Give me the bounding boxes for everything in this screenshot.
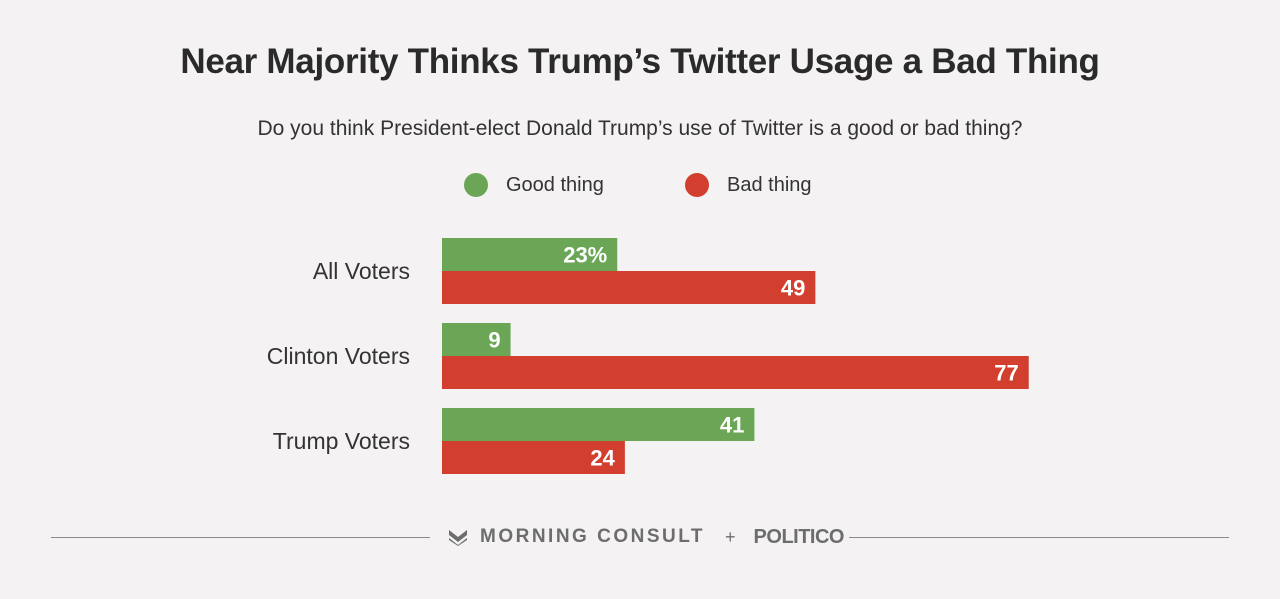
data-label: 49	[781, 276, 805, 301]
legend-label-good: Good thing	[506, 173, 604, 196]
politico-wordmark: POLITICO	[753, 525, 845, 548]
bar-good	[442, 238, 618, 271]
data-label: 41	[720, 413, 744, 438]
legend-swatch-bad	[685, 173, 709, 197]
legend: Good thing Bad thing	[0, 173, 1280, 201]
chart-subtitle: Do you think President-elect Donald Trum…	[257, 117, 1023, 140]
footer-divider-right	[849, 537, 1229, 538]
category-label: All Voters	[313, 258, 410, 284]
footer-plus: +	[725, 526, 736, 547]
bar-bad	[442, 356, 1029, 389]
legend-label-bad: Bad thing	[727, 173, 812, 196]
legend-swatch-good	[464, 173, 488, 197]
bar-bad	[442, 271, 816, 304]
bar-good	[442, 323, 511, 356]
legend-item-good: Good thing	[464, 173, 604, 197]
legend-item-bad: Bad thing	[685, 173, 812, 197]
bar-good	[442, 408, 755, 441]
category-label: Trump Voters	[273, 428, 410, 454]
data-label: 23%	[563, 243, 607, 268]
footer-brand: MORNING CONSULT + POLITICO	[448, 524, 845, 550]
footer-divider-left	[51, 537, 430, 538]
chart-title: Near Majority Thinks Trump’s Twitter Usa…	[180, 42, 1100, 81]
morning-consult-wordmark: MORNING CONSULT	[480, 526, 706, 547]
morning-consult-logo-icon	[449, 530, 467, 546]
data-label: 24	[590, 446, 615, 471]
category-label: Clinton Voters	[267, 343, 410, 369]
data-label: 9	[488, 328, 500, 353]
bar-bad	[442, 441, 625, 474]
data-label: 77	[994, 361, 1018, 386]
